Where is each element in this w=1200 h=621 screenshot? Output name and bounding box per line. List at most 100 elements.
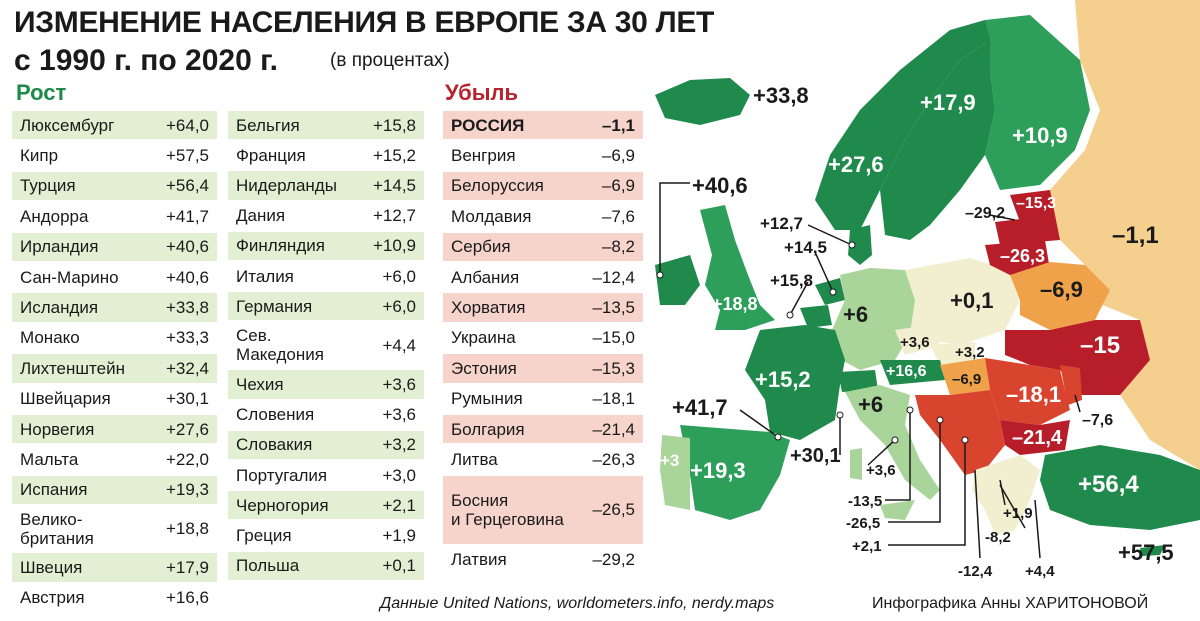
map-label-czech: +3,6 [900, 334, 930, 351]
map-label-sweden: +17,9 [920, 90, 976, 115]
change-value: +22,0 [165, 450, 209, 470]
map-label-italy: +6 [858, 392, 883, 417]
change-value: –26,3 [592, 450, 635, 470]
country-name: Португалия [236, 465, 328, 485]
table-row: Босния и Герцеговина –26,5 [443, 475, 643, 544]
map-label-croatia: -13,5 [848, 493, 882, 510]
map-label-austria: +16,6 [886, 363, 927, 380]
table-row: Андорра +41,7 [12, 202, 217, 230]
map-label-slovenia: +3,6 [866, 462, 896, 479]
country-name: Черногория [236, 495, 329, 515]
country-name: Швейцария [20, 389, 111, 409]
country-name: Люксембург [20, 115, 115, 135]
change-value: +40,6 [165, 237, 209, 257]
table-row: Бельгия +15,8 [228, 111, 424, 140]
change-value: +56,4 [165, 176, 209, 196]
chart-title-line2: с 1990 г. по 2020 г. [14, 44, 278, 77]
table-row: Албания –12,4 [443, 263, 643, 291]
change-value: +15,2 [372, 145, 416, 165]
units-label: (в процентах) [330, 50, 450, 71]
table-row: Ирландия +40,6 [12, 232, 217, 261]
change-value: –8,2 [601, 237, 635, 257]
country-name: Франция [236, 145, 306, 165]
table-row: Исландия +33,8 [12, 293, 217, 322]
change-value: +3,2 [382, 435, 416, 455]
table-row: РОССИЯ –1,1 [443, 111, 643, 140]
map-label-slovakia: +3,2 [955, 344, 985, 361]
change-value: +33,3 [165, 328, 209, 348]
change-value: –12,4 [592, 267, 635, 287]
change-value: +16,6 [165, 588, 209, 608]
table-row: Финляндия +10,9 [228, 231, 424, 260]
map-belgium [800, 305, 832, 328]
map-poland [905, 258, 1020, 345]
map-slovakia [930, 342, 975, 365]
map-label-uk: +18,8 [712, 294, 758, 314]
country-name: Исландия [20, 298, 99, 318]
table-row: Чехия +3,6 [228, 370, 424, 399]
source-note: Данные United Nations, worldometers.info… [380, 595, 775, 612]
change-value: +1,9 [382, 525, 416, 545]
change-value: +0,1 [382, 556, 416, 576]
table-row: Германия +6,0 [228, 292, 424, 321]
map-label-spain: +19,3 [690, 458, 746, 483]
map-norway [815, 20, 990, 230]
map-label-moldova: –7,6 [1082, 412, 1113, 429]
table-row: Греция +1,9 [228, 521, 424, 549]
country-name: Швеция [20, 557, 83, 577]
country-name: Нидерланды [236, 175, 337, 195]
change-value: +3,0 [382, 465, 416, 485]
table-row: Словения +3,6 [228, 401, 424, 429]
map-sardinia [850, 448, 862, 480]
map-france [745, 325, 845, 440]
map-estonia [1010, 190, 1055, 222]
country-name: Кипр [20, 146, 59, 166]
change-value: +17,9 [165, 557, 209, 577]
map-label-portugal: +3 [660, 451, 679, 470]
table-row: Испания +19,3 [12, 475, 217, 505]
change-value: +27,6 [165, 419, 209, 439]
map-uk [700, 205, 775, 330]
change-value: +2,1 [382, 495, 416, 515]
table-row: Турция +56,4 [12, 171, 217, 201]
map-lithuania [985, 240, 1050, 275]
table-row: Болгария –21,4 [443, 415, 643, 444]
map-turkey [1040, 445, 1200, 530]
table-row: Люксембург +64,0 [12, 111, 217, 140]
map-latvia [995, 215, 1060, 245]
map-switzerland [838, 370, 878, 392]
country-name: Велико- британия [20, 509, 94, 548]
change-value: +19,3 [165, 480, 209, 500]
map-label-macedonia: +4,4 [1025, 563, 1055, 580]
map-label-germany: +6 [843, 302, 868, 327]
map-label-bosnia: -26,5 [846, 515, 880, 532]
map-finland [985, 15, 1090, 190]
map-label-romania: –18,1 [1006, 382, 1061, 407]
map-germany [832, 268, 915, 370]
change-value: +30,1 [165, 389, 209, 409]
map-denmark [848, 225, 872, 265]
table-row: Белоруссия –6,9 [443, 171, 643, 201]
map-iceland [655, 78, 750, 125]
table-row: Норвегия +27,6 [12, 415, 217, 444]
country-name: Словакия [236, 435, 313, 455]
map-label-ukraine: –15 [1080, 332, 1120, 359]
country-name: Литва [451, 450, 498, 470]
country-name: Болгария [451, 419, 525, 439]
map-label-norway: +27,6 [828, 152, 884, 177]
map-sweden [880, 40, 995, 240]
country-name: Австрия [20, 588, 85, 608]
change-value: –6,9 [601, 176, 635, 196]
map-label-belarus: –6,9 [1040, 277, 1083, 302]
table-row: Сан-Марино +40,6 [12, 263, 217, 291]
map-label-denmark: +12,7 [760, 214, 803, 233]
table-row: Польша +0,1 [228, 551, 424, 580]
country-name: Венгрия [451, 146, 516, 166]
map-label-lithuania: –26,3 [1000, 246, 1045, 266]
map-moldova [1060, 365, 1082, 405]
map-label-iceland: +33,8 [753, 83, 809, 108]
map-ireland [655, 255, 700, 305]
table-row: Италия +6,0 [228, 262, 424, 290]
country-name: Сан-Марино [20, 267, 119, 287]
country-name: Монако [20, 328, 80, 348]
